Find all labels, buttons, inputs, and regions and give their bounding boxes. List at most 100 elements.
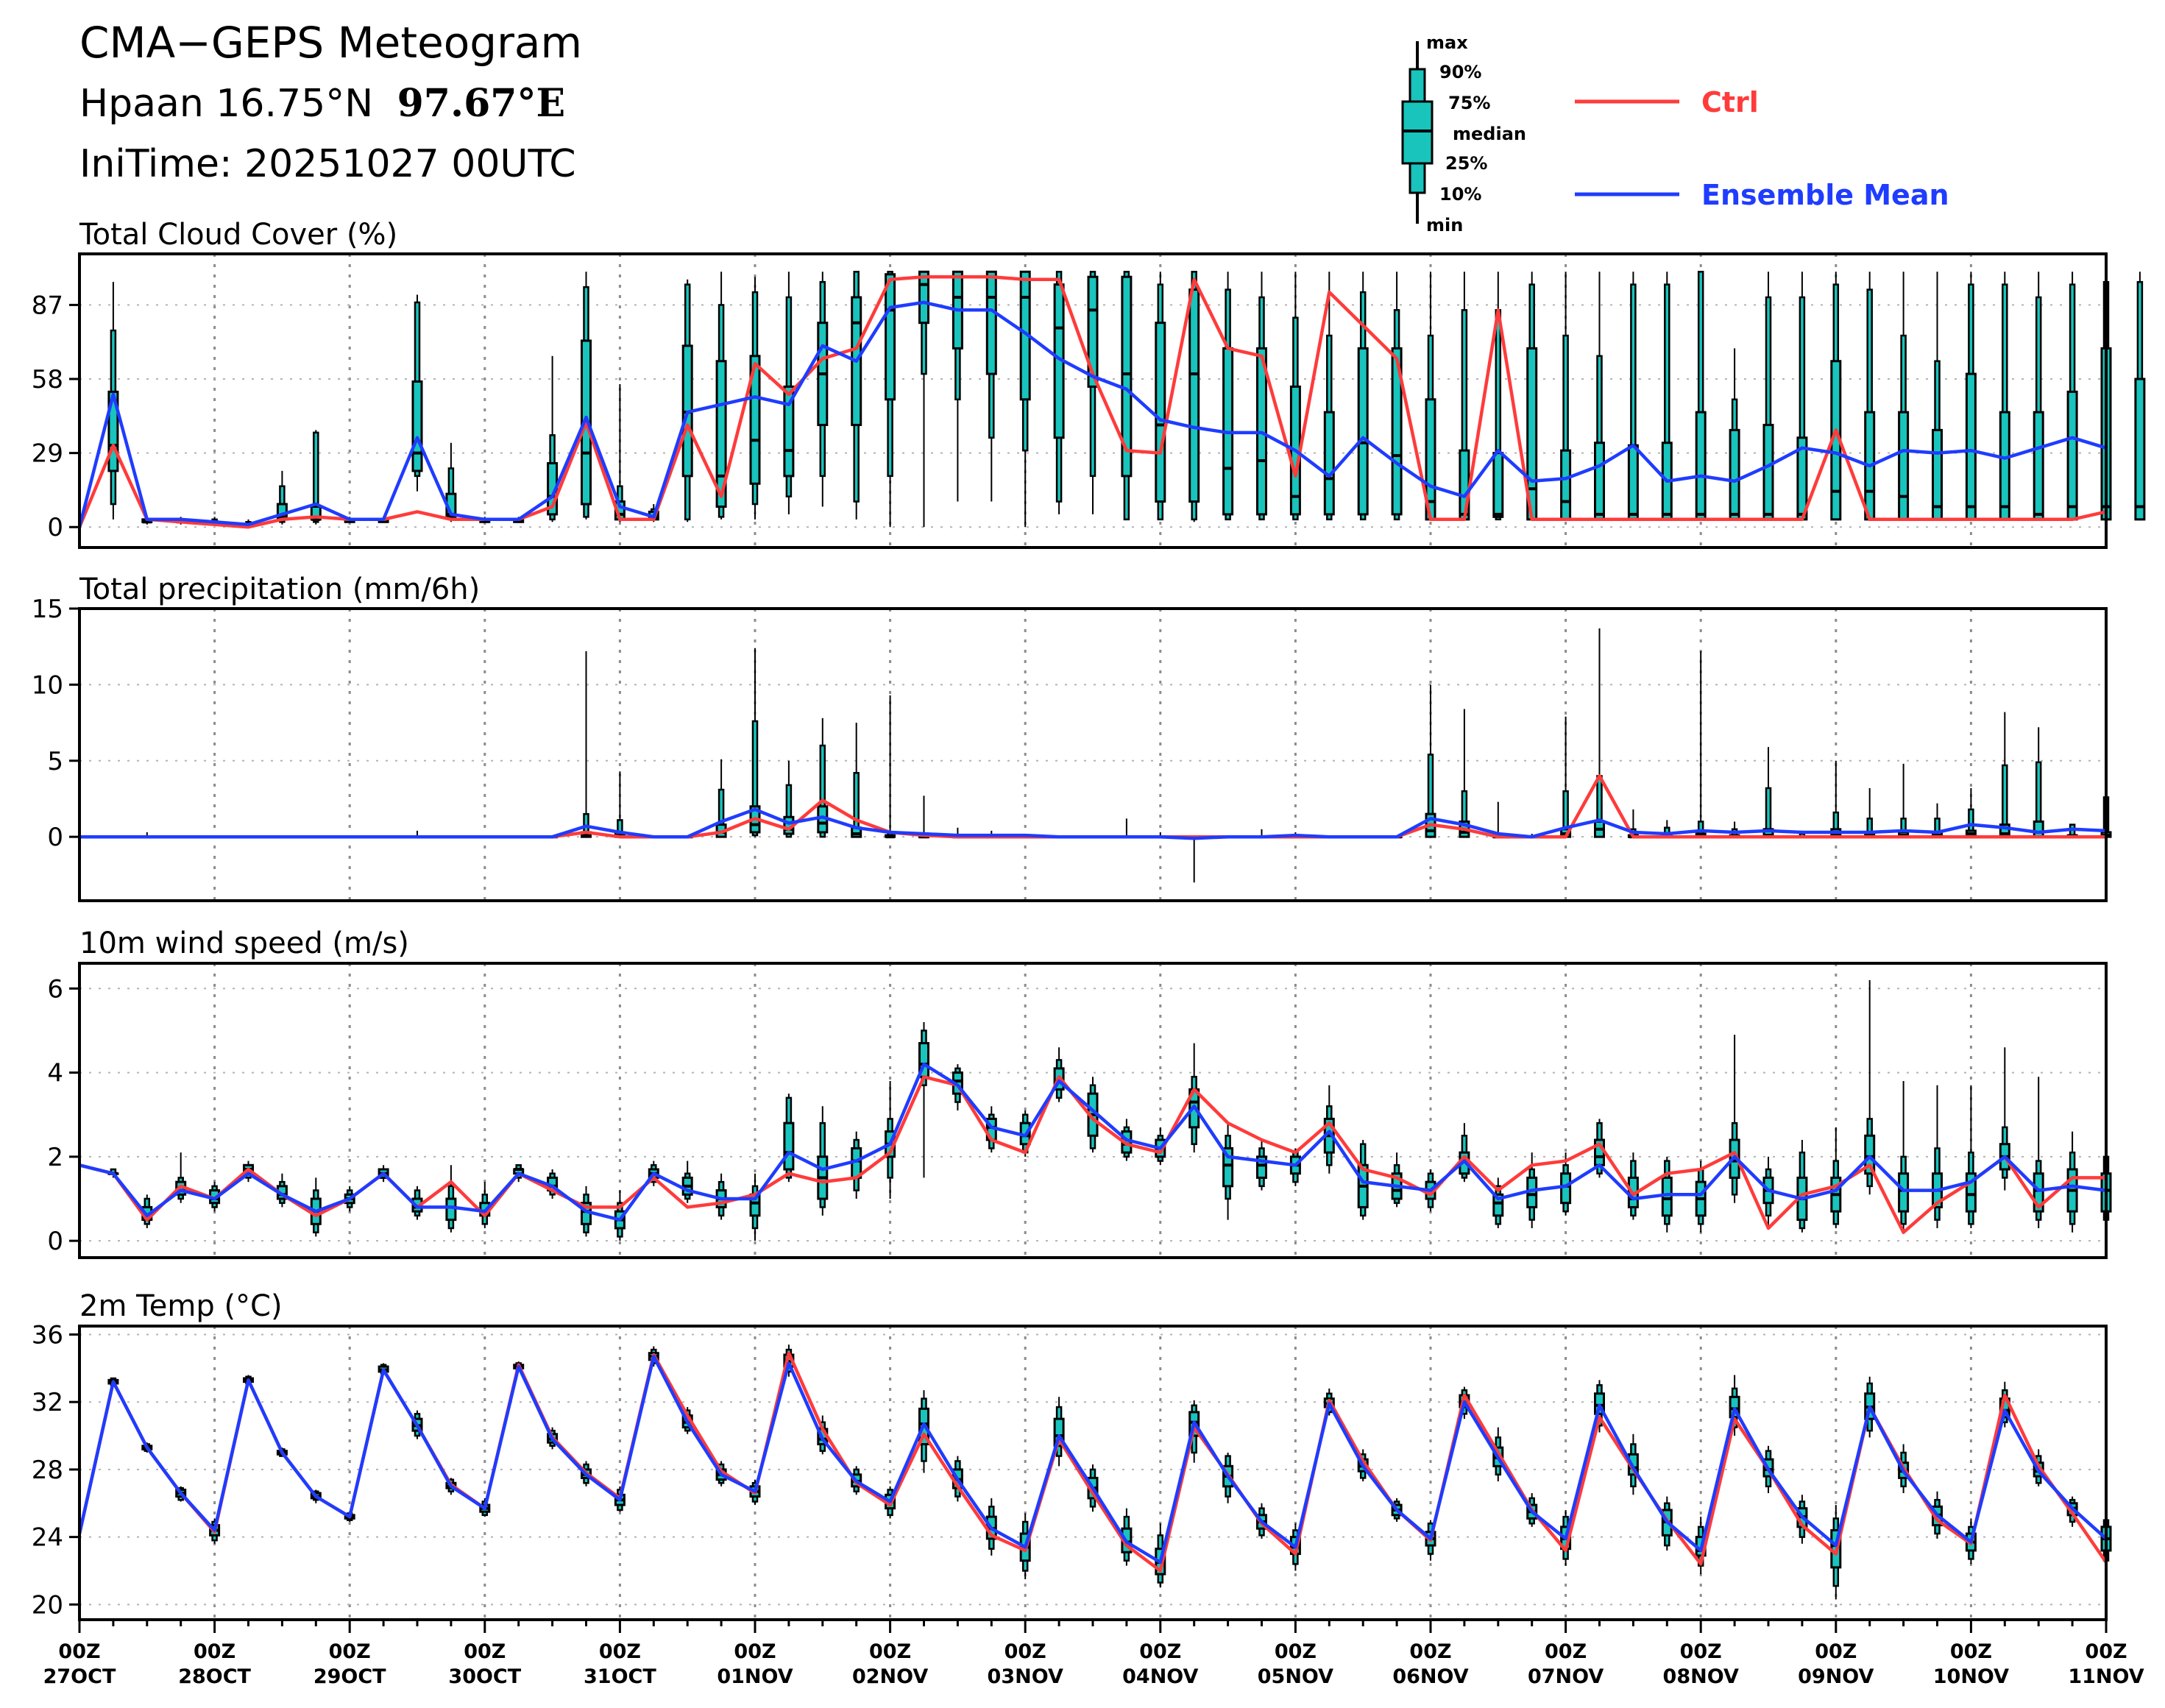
box-quartile-range <box>411 380 423 472</box>
ensemble-mean-series-line <box>79 807 2107 840</box>
x-label-hour: 00Z <box>1004 1640 1046 1663</box>
ensemble-mean-series-line <box>77 300 2107 528</box>
box-quartile-range <box>885 273 896 401</box>
ensemble-mean-series-line <box>79 1062 2107 1222</box>
y-tick-label: 28 <box>32 1456 63 1485</box>
box-decile-range <box>751 720 759 837</box>
y-tick-label: 2 <box>47 1143 63 1172</box>
panel-title-wind-speed: 10m wind speed (m/s) <box>79 926 409 960</box>
x-label-date: 29OCT <box>313 1665 386 1688</box>
init-time: IniTime: 20251027 00UTC <box>79 142 576 186</box>
box-quartile-range <box>1121 275 1133 478</box>
box-quartile-range <box>1391 347 1403 516</box>
box-quartile-range <box>1965 372 1977 521</box>
x-label-hour: 00Z <box>1275 1640 1317 1663</box>
box-quartile-range <box>1594 442 1605 521</box>
box-quartile-range <box>445 1197 457 1222</box>
y-tick-label: 10 <box>32 670 63 700</box>
box-quartile-range <box>1661 1176 1673 1217</box>
x-label-hour: 00Z <box>329 1640 371 1663</box>
box-quartile-range <box>1357 347 1369 516</box>
box-quartile-range <box>2033 411 2044 521</box>
box-quartile-range <box>1864 1134 1876 1175</box>
panel-temperature: 2m Temp (°C) 20 24 28 32 36 <box>32 1289 2112 1621</box>
x-label-hour: 00Z <box>869 1640 911 1663</box>
wind-speed-plot: 0 2 4 6 <box>47 962 2112 1259</box>
panel-frame <box>78 607 2108 902</box>
x-label-date: 02NOV <box>852 1665 928 1688</box>
x-label-date: 05NOV <box>1258 1665 1333 1688</box>
legend-median: median <box>1453 124 1526 144</box>
legend-min: min <box>1426 215 1463 235</box>
y-tick-label: 24 <box>32 1523 63 1553</box>
x-label-date: 03NOV <box>988 1665 1063 1688</box>
x-label-hour: 00Z <box>2085 1640 2127 1663</box>
chart-title: CMA−GEPS Meteogram <box>79 18 582 68</box>
precipitation-plot: 0 5 10 15 <box>32 595 2112 902</box>
panel-title-precipitation: Total precipitation (mm/6h) <box>79 573 480 606</box>
y-tick-label: 0 <box>47 823 63 852</box>
y-tick-label: 6 <box>47 974 63 1004</box>
panel-title-temperature: 2m Temp (°C) <box>79 1289 283 1323</box>
x-label-date: 28OCT <box>178 1665 251 1688</box>
x-label-date: 09NOV <box>1798 1665 1874 1688</box>
box-quartile-range <box>2134 378 2146 521</box>
legend-mean-label: Ensemble Mean <box>1701 179 1949 211</box>
x-label-hour: 00Z <box>1680 1640 1722 1663</box>
box-quartile-range <box>1898 1172 1910 1213</box>
panel-title-cloud-cover: Total Cloud Cover (%) <box>79 218 397 252</box>
panel-precipitation: Total precipitation (mm/6h) 0 5 10 15 <box>32 573 2112 902</box>
x-label-hour: 00Z <box>1139 1640 1181 1663</box>
box-quartile-range <box>1492 452 1504 518</box>
y-tick-label: 36 <box>32 1320 63 1350</box>
legend-max: max <box>1426 32 1468 53</box>
x-label-date: 11NOV <box>2068 1665 2144 1688</box>
legend-p25: 25% <box>1445 153 1487 174</box>
legend-p10: 10% <box>1439 184 1481 205</box>
x-label-date: 06NOV <box>1392 1665 1468 1688</box>
box-quartile-range <box>1729 428 1740 521</box>
location-lon: 97.67°E <box>397 81 565 126</box>
box-quartile-range <box>783 1121 795 1171</box>
y-tick-label: 20 <box>32 1590 63 1620</box>
y-tick-label: 15 <box>32 595 63 624</box>
x-label-date: 27OCT <box>43 1665 116 1688</box>
box-quartile-range <box>1695 411 1707 521</box>
x-label-hour: 00Z <box>599 1640 641 1663</box>
y-tick-label: 0 <box>47 1227 63 1256</box>
box-decile-range <box>785 784 793 838</box>
y-tick-label: 29 <box>32 439 63 469</box>
box-legend: max 90% 75% median 25% 10% min <box>1401 32 1526 235</box>
x-label-date: 07NOV <box>1528 1665 1604 1688</box>
x-label-hour: 00Z <box>734 1640 776 1663</box>
y-tick-label: 4 <box>47 1059 63 1088</box>
y-tick-label: 0 <box>47 513 63 542</box>
panel-wind-speed: 10m wind speed (m/s) 0 2 4 6 <box>47 926 2112 1259</box>
box-decile-range <box>313 431 319 523</box>
y-tick-label: 58 <box>32 365 63 394</box>
x-label-date: 04NOV <box>1122 1665 1198 1688</box>
ctrl-series-line <box>77 274 2107 529</box>
temperature-plot: 20 24 28 32 36 <box>32 1320 2112 1621</box>
box-quartile-range <box>1087 275 1099 388</box>
panel-cloud-cover: Total Cloud Cover (%) 0 29 58 87 <box>32 218 2146 549</box>
box-quartile-range <box>1999 411 2010 521</box>
box-quartile-range <box>1627 444 1639 521</box>
x-label-hour: 00Z <box>58 1640 100 1663</box>
box-quartile-range <box>918 270 929 325</box>
x-label-hour: 00Z <box>1815 1640 1857 1663</box>
box-quartile-range <box>715 360 727 508</box>
y-tick-label: 5 <box>47 747 63 776</box>
x-label-hour: 00Z <box>194 1640 235 1663</box>
box-quartile-range <box>1898 411 1910 521</box>
box-quartile-range <box>783 385 795 478</box>
y-tick-label: 87 <box>32 291 63 320</box>
panel-frame <box>78 962 2108 1259</box>
ctrl-series-line <box>79 774 2106 839</box>
box-quartile-range <box>985 270 997 375</box>
box-quartile-range <box>1155 322 1166 503</box>
box-quartile-range <box>2066 390 2078 521</box>
location-text: Hpaan 16.75°N 97.67°E <box>79 81 565 126</box>
legend-p75: 75% <box>1448 93 1490 113</box>
